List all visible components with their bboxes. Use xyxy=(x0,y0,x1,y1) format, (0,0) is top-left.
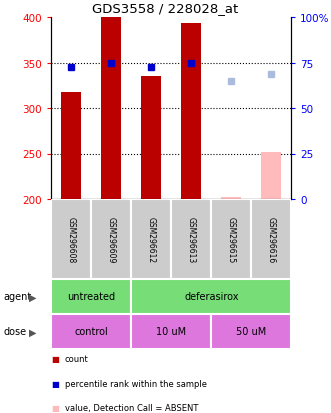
Text: 10 uM: 10 uM xyxy=(156,327,186,337)
Bar xyxy=(131,199,171,279)
Bar xyxy=(131,279,291,314)
Text: control: control xyxy=(74,327,108,337)
Bar xyxy=(221,198,241,199)
Bar xyxy=(211,314,291,349)
Text: untreated: untreated xyxy=(67,292,116,302)
Text: 50 uM: 50 uM xyxy=(236,327,266,337)
Text: dose: dose xyxy=(3,327,26,337)
Text: agent: agent xyxy=(3,292,31,302)
Text: GDS3558 / 228028_at: GDS3558 / 228028_at xyxy=(92,2,239,15)
Text: ■: ■ xyxy=(51,403,59,411)
Bar xyxy=(91,199,131,279)
Text: ■: ■ xyxy=(51,379,59,387)
Text: percentile rank within the sample: percentile rank within the sample xyxy=(65,379,207,387)
Text: deferasirox: deferasirox xyxy=(184,292,239,302)
Bar xyxy=(51,279,131,314)
Text: value, Detection Call = ABSENT: value, Detection Call = ABSENT xyxy=(65,403,198,411)
Text: ▶: ▶ xyxy=(29,327,37,337)
Bar xyxy=(51,314,131,349)
Text: ▶: ▶ xyxy=(29,292,37,302)
Bar xyxy=(131,314,211,349)
Bar xyxy=(251,199,291,279)
Bar xyxy=(171,199,211,279)
Bar xyxy=(211,199,251,279)
Text: GSM296616: GSM296616 xyxy=(267,216,276,263)
Text: GSM296612: GSM296612 xyxy=(147,216,156,262)
Bar xyxy=(101,18,121,199)
Text: GSM296615: GSM296615 xyxy=(227,216,236,263)
Text: GSM296613: GSM296613 xyxy=(187,216,196,263)
Bar xyxy=(181,24,201,199)
Bar xyxy=(51,199,91,279)
Bar xyxy=(61,93,81,199)
Bar xyxy=(261,152,281,199)
Text: GSM296609: GSM296609 xyxy=(107,216,116,263)
Text: GSM296608: GSM296608 xyxy=(67,216,76,263)
Text: count: count xyxy=(65,355,88,363)
Bar xyxy=(141,77,161,199)
Text: ■: ■ xyxy=(51,355,59,363)
